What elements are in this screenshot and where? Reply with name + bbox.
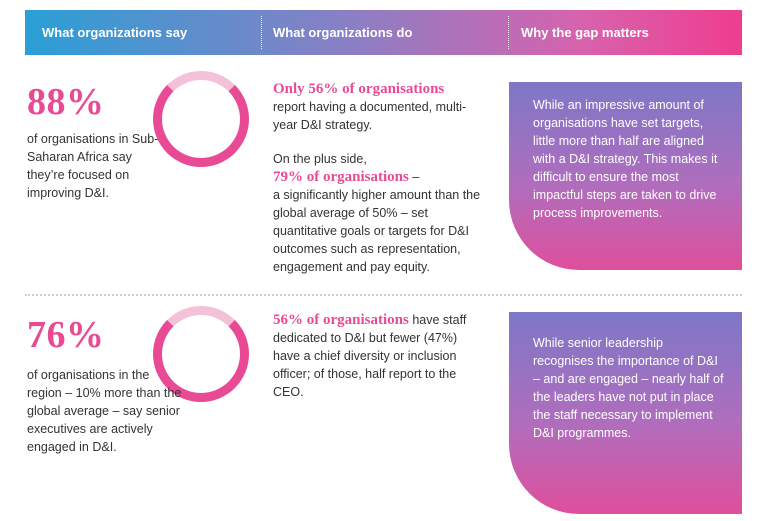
donut-ring-76 — [153, 306, 249, 402]
do-lead-row1: On the plus side, — [273, 152, 367, 166]
header-what-organizations-do: What organizations do — [273, 25, 413, 40]
gap-card-row2: While senior leadership recognises the i… — [509, 312, 742, 514]
header-divider — [508, 16, 509, 49]
do-text-row1-part1: report having a documented, multi-year D… — [273, 100, 467, 132]
stat-76-percent: 76% — [27, 314, 105, 356]
say-text-row1: of organisations in Sub-Saharan Africa s… — [27, 132, 159, 200]
header-why-the-gap-matters: Why the gap matters — [521, 25, 649, 40]
say-text-row2: of organisations in the region – 10% mor… — [27, 368, 182, 454]
do-block-row2: 56% of organisations have staff dedicate… — [273, 311, 473, 401]
row-separator — [25, 294, 742, 296]
gap-card-row1: While an impressive amount of organisati… — [509, 82, 742, 270]
highlight-only-56: Only 56% of organisations — [273, 81, 445, 97]
do-text-row1-part2: a significantly higher amount than the g… — [273, 188, 481, 274]
header-divider — [261, 16, 262, 49]
highlight-56-staff: 56% of organisations — [273, 312, 409, 328]
do-dash: – — [408, 170, 420, 184]
do-block-row1-part1: Only 56% of organisations report having … — [273, 80, 488, 134]
highlight-79: 79% of organisations — [273, 169, 409, 185]
column-header-bar: What organizations say What organization… — [25, 10, 742, 55]
stat-88-percent: 88% — [27, 81, 105, 123]
header-what-organizations-say: What organizations say — [42, 25, 188, 40]
do-block-row1-part2: On the plus side, 79% of organisations –… — [273, 150, 495, 276]
do-text-row2: have staff dedicated to D&I but fewer (4… — [273, 313, 467, 399]
donut-ring-88 — [153, 71, 249, 167]
gap-text-row1: While an impressive amount of organisati… — [533, 98, 718, 220]
gap-text-row2: While senior leadership recognises the i… — [533, 336, 724, 440]
